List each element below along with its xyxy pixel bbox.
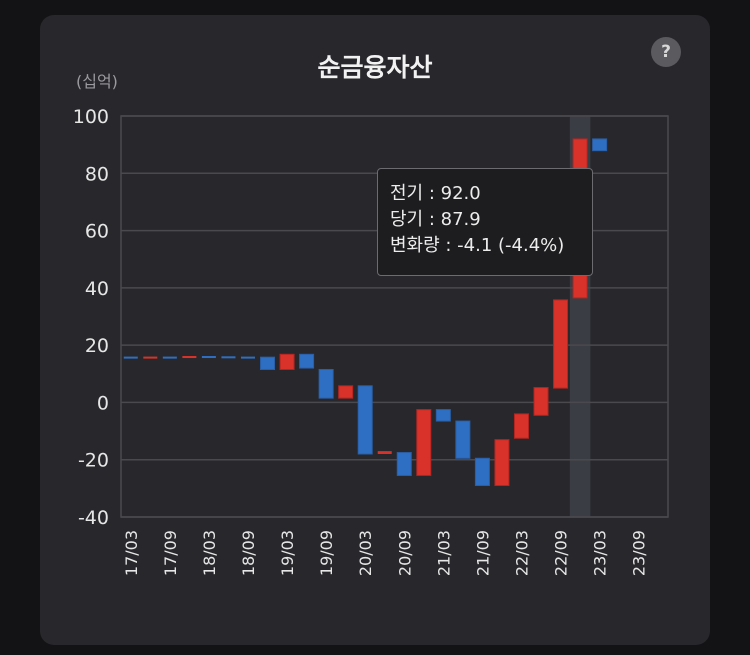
- bar-increase[interactable]: [143, 356, 158, 359]
- bar-increase[interactable]: [553, 299, 569, 389]
- bar-increase[interactable]: [182, 356, 197, 359]
- x-tick-label: 23/03: [591, 530, 610, 576]
- bar-decrease[interactable]: [435, 409, 451, 422]
- x-tick-label: 20/09: [395, 530, 414, 576]
- x-tick-label: 18/03: [200, 530, 219, 576]
- bar-decrease[interactable]: [221, 356, 236, 359]
- bar-increase[interactable]: [377, 451, 392, 454]
- tooltip-current-value: 당기 : 87.9: [390, 209, 481, 230]
- y-axis-ticks: 100 80 60 40 20 0 -20 -40: [73, 106, 109, 529]
- y-tick-label: 100: [73, 106, 109, 128]
- bar-increase[interactable]: [533, 387, 549, 416]
- x-tick-label: 23/09: [630, 530, 649, 576]
- bar-decrease[interactable]: [318, 368, 334, 399]
- x-tick-label: 20/03: [356, 530, 375, 576]
- bar-decrease[interactable]: [592, 138, 608, 152]
- y-tick-label: 80: [85, 163, 109, 185]
- unit-label: (십억): [76, 72, 118, 91]
- bar-decrease[interactable]: [357, 385, 373, 455]
- x-tick-label: 17/03: [122, 530, 141, 576]
- y-tick-label: 40: [85, 278, 109, 300]
- bar-decrease[interactable]: [201, 356, 216, 359]
- bar-increase[interactable]: [338, 385, 354, 399]
- x-tick-label: 18/09: [239, 530, 258, 576]
- bar-decrease[interactable]: [240, 356, 255, 359]
- bar-decrease[interactable]: [299, 353, 315, 369]
- tooltip-prev-value: 전기 : 92.0: [390, 183, 481, 204]
- plot-frame: [120, 115, 669, 518]
- chart-card: [40, 15, 710, 645]
- y-tick-label: -20: [78, 450, 109, 472]
- x-tick-label: 22/03: [512, 530, 531, 576]
- y-tick-label: -40: [78, 507, 109, 529]
- bar-decrease[interactable]: [455, 420, 471, 459]
- bar-decrease[interactable]: [162, 356, 177, 359]
- x-tick-label: 21/03: [434, 530, 453, 576]
- y-tick-label: 60: [85, 221, 109, 243]
- help-icon[interactable]: ?: [651, 37, 681, 67]
- tooltip: 전기 : 92.0 당기 : 87.9 변화량 : -4.1 (-4.4%): [377, 168, 593, 276]
- x-tick-label: 19/09: [317, 530, 336, 576]
- chart-title: 순금융자산: [317, 53, 433, 82]
- bar-increase[interactable]: [279, 353, 295, 370]
- y-tick-label: 20: [85, 335, 109, 357]
- x-axis-ticks: 17/03 17/09 18/03 18/09 19/03 19/09 20/03 20/09…: [122, 530, 649, 576]
- x-tick-label: 19/03: [278, 530, 297, 576]
- bar-decrease[interactable]: [474, 457, 490, 486]
- bar-decrease[interactable]: [260, 356, 276, 370]
- bar-increase[interactable]: [513, 413, 529, 439]
- x-tick-label: 17/09: [161, 530, 180, 576]
- bar-increase[interactable]: [494, 439, 510, 486]
- x-tick-label: 21/09: [473, 530, 492, 576]
- bar-decrease[interactable]: [396, 452, 412, 476]
- bar-increase[interactable]: [416, 409, 432, 476]
- y-tick-label: 0: [97, 392, 109, 414]
- tooltip-change: 변화량 : -4.1 (-4.4%): [390, 235, 565, 256]
- x-tick-label: 22/09: [552, 530, 571, 576]
- bar-decrease[interactable]: [123, 356, 138, 359]
